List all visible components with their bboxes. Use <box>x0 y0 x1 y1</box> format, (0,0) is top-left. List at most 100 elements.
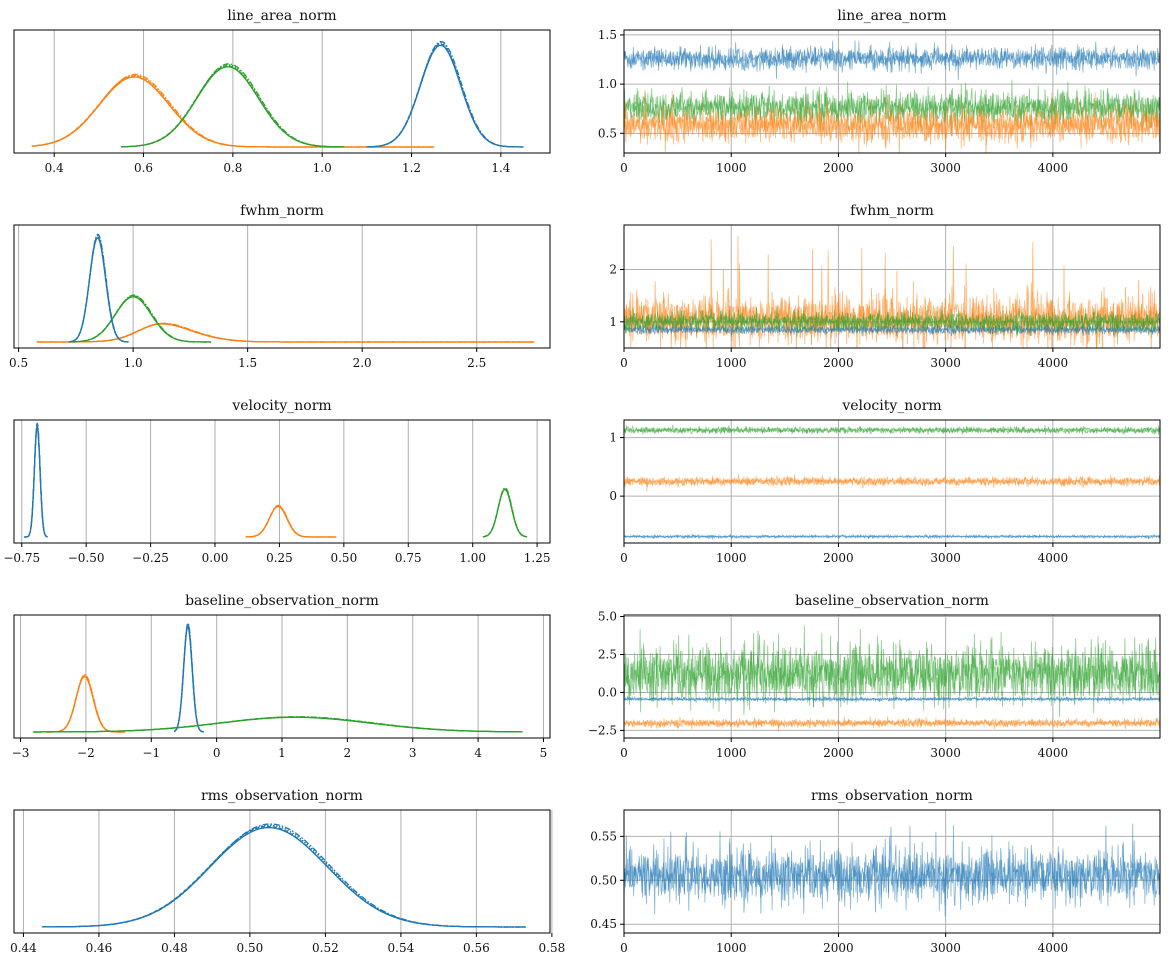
axes-frame <box>623 224 1161 349</box>
x-tick-label: 0.50 <box>330 551 357 565</box>
trace-line <box>624 40 1160 79</box>
trace-lines <box>624 235 1160 348</box>
y-tick-label: 1.0 <box>598 77 617 91</box>
density-curve <box>24 425 48 538</box>
trace-panel: 0 1000 2000 3000 4000 0.5 1.0 1.5 line_area_norm <box>598 8 1161 175</box>
trace-line <box>624 40 1160 81</box>
density-curve <box>68 236 129 343</box>
axes-frame <box>13 614 551 739</box>
y-tick-label: 0.0 <box>598 685 617 699</box>
x-tick-label: 2000 <box>823 941 854 955</box>
x-tick-label: 4000 <box>1038 941 1069 955</box>
x-tick-label: 0.46 <box>86 941 113 955</box>
x-tick-label: 1000 <box>716 356 747 370</box>
axes-frame <box>13 29 551 154</box>
x-tick-label: 3000 <box>930 746 961 760</box>
trace-line <box>624 425 1160 435</box>
x-tick-label: 1.00 <box>459 551 486 565</box>
x-tick-label: 0.8 <box>223 161 242 175</box>
density-curve <box>32 73 435 148</box>
x-tick-label: 0.58 <box>539 941 566 955</box>
density-panel: 0.5 1.0 1.5 2.0 2.5 fwhm_norm <box>9 203 551 370</box>
density-curve <box>38 322 535 343</box>
x-tick-label: −2 <box>77 746 95 760</box>
density-curve <box>482 487 528 538</box>
density-curve <box>35 716 523 733</box>
x-tick-label: 4 <box>474 746 482 760</box>
subplot-title: fwhm_norm <box>850 203 934 219</box>
trace-line <box>624 716 1160 729</box>
x-tick-label: −0.75 <box>3 551 40 565</box>
x-tick-label: 0 <box>620 551 628 565</box>
density-curve <box>42 826 526 928</box>
subplot-title: rms_observation_norm <box>201 788 363 804</box>
x-tick-label: −0.25 <box>132 551 169 565</box>
subplot-title: baseline_observation_norm <box>185 593 379 609</box>
y-tick-label: 0.50 <box>590 873 617 887</box>
density-curve <box>173 622 204 733</box>
subplot-title: line_area_norm <box>227 8 336 24</box>
axes-frame <box>623 809 1161 934</box>
y-tick-label: 0.5 <box>598 126 617 140</box>
density-curve <box>482 488 527 538</box>
x-tick-label: 3 <box>409 746 417 760</box>
x-tick-label: 0.75 <box>395 551 422 565</box>
y-tick-label: 2.5 <box>598 647 617 661</box>
x-tick-label: 2 <box>344 746 352 760</box>
y-tick-label: −2.5 <box>588 723 617 737</box>
y-tick-label: 1 <box>609 431 617 445</box>
y-tick-label: 5.0 <box>598 610 617 624</box>
density-curve <box>121 64 345 148</box>
x-tick-label: 0.56 <box>463 941 490 955</box>
density-curve <box>245 505 336 538</box>
trace-lines <box>624 823 1160 917</box>
density-curve <box>42 824 526 928</box>
density-curve <box>366 44 524 148</box>
x-tick-label: 0.54 <box>388 941 415 955</box>
axes-frame <box>623 419 1161 544</box>
x-tick-label: 0 <box>620 161 628 175</box>
x-tick-label: −1 <box>142 746 160 760</box>
density-curve <box>24 422 48 538</box>
density-curve <box>69 295 212 343</box>
trace-line <box>624 474 1160 488</box>
x-tick-label: 2000 <box>823 161 854 175</box>
subplot-title: fwhm_norm <box>240 203 324 219</box>
axes-frame <box>623 29 1161 154</box>
x-tick-label: 0.5 <box>9 356 28 370</box>
x-tick-label: 3000 <box>930 356 961 370</box>
x-tick-label: −3 <box>12 746 30 760</box>
x-tick-label: 1.2 <box>402 161 421 175</box>
x-tick-label: 4000 <box>1038 356 1069 370</box>
x-tick-label: 0.4 <box>45 161 64 175</box>
x-tick-label: 0 <box>620 746 628 760</box>
trace-panel: 0 1000 2000 3000 4000 0.45 0.50 0.55 rms_observa… <box>590 788 1161 955</box>
trace-line <box>624 92 1160 152</box>
density-curve <box>245 505 337 538</box>
x-tick-label: 0.6 <box>134 161 153 175</box>
density-curve <box>482 487 528 538</box>
x-tick-label: 1.0 <box>313 161 332 175</box>
axes-frame <box>13 419 551 544</box>
x-tick-label: 5 <box>540 746 548 760</box>
density-curve <box>41 825 525 928</box>
density-curve <box>367 40 524 148</box>
x-tick-label: 1000 <box>716 551 747 565</box>
x-tick-label: 3000 <box>930 161 961 175</box>
trace-line <box>624 823 1160 917</box>
y-tick-label: 2 <box>609 262 617 276</box>
density-panel: 0.4 0.6 0.8 1.0 1.2 1.4 line_area_norm <box>13 8 551 175</box>
density-panel: 0.44 0.46 0.48 0.50 0.52 0.54 0.56 0.58 rms_obse… <box>10 788 565 955</box>
y-tick-label: 0.45 <box>590 917 617 931</box>
x-tick-label: 3000 <box>930 551 961 565</box>
density-curve <box>68 295 211 343</box>
x-tick-label: 3000 <box>930 941 961 955</box>
trace-line <box>624 629 1160 713</box>
axes-frame <box>13 224 551 349</box>
x-tick-label: 2.5 <box>467 356 486 370</box>
density-curve <box>69 294 212 343</box>
density-curve <box>174 623 204 733</box>
density-curve <box>246 504 337 538</box>
x-tick-label: 4000 <box>1038 746 1069 760</box>
density-curve <box>246 505 337 538</box>
